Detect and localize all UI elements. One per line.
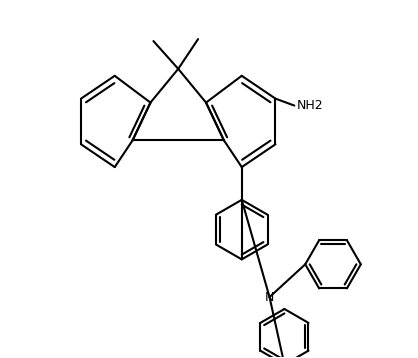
Text: N: N xyxy=(265,291,274,304)
Text: NH2: NH2 xyxy=(296,99,323,112)
